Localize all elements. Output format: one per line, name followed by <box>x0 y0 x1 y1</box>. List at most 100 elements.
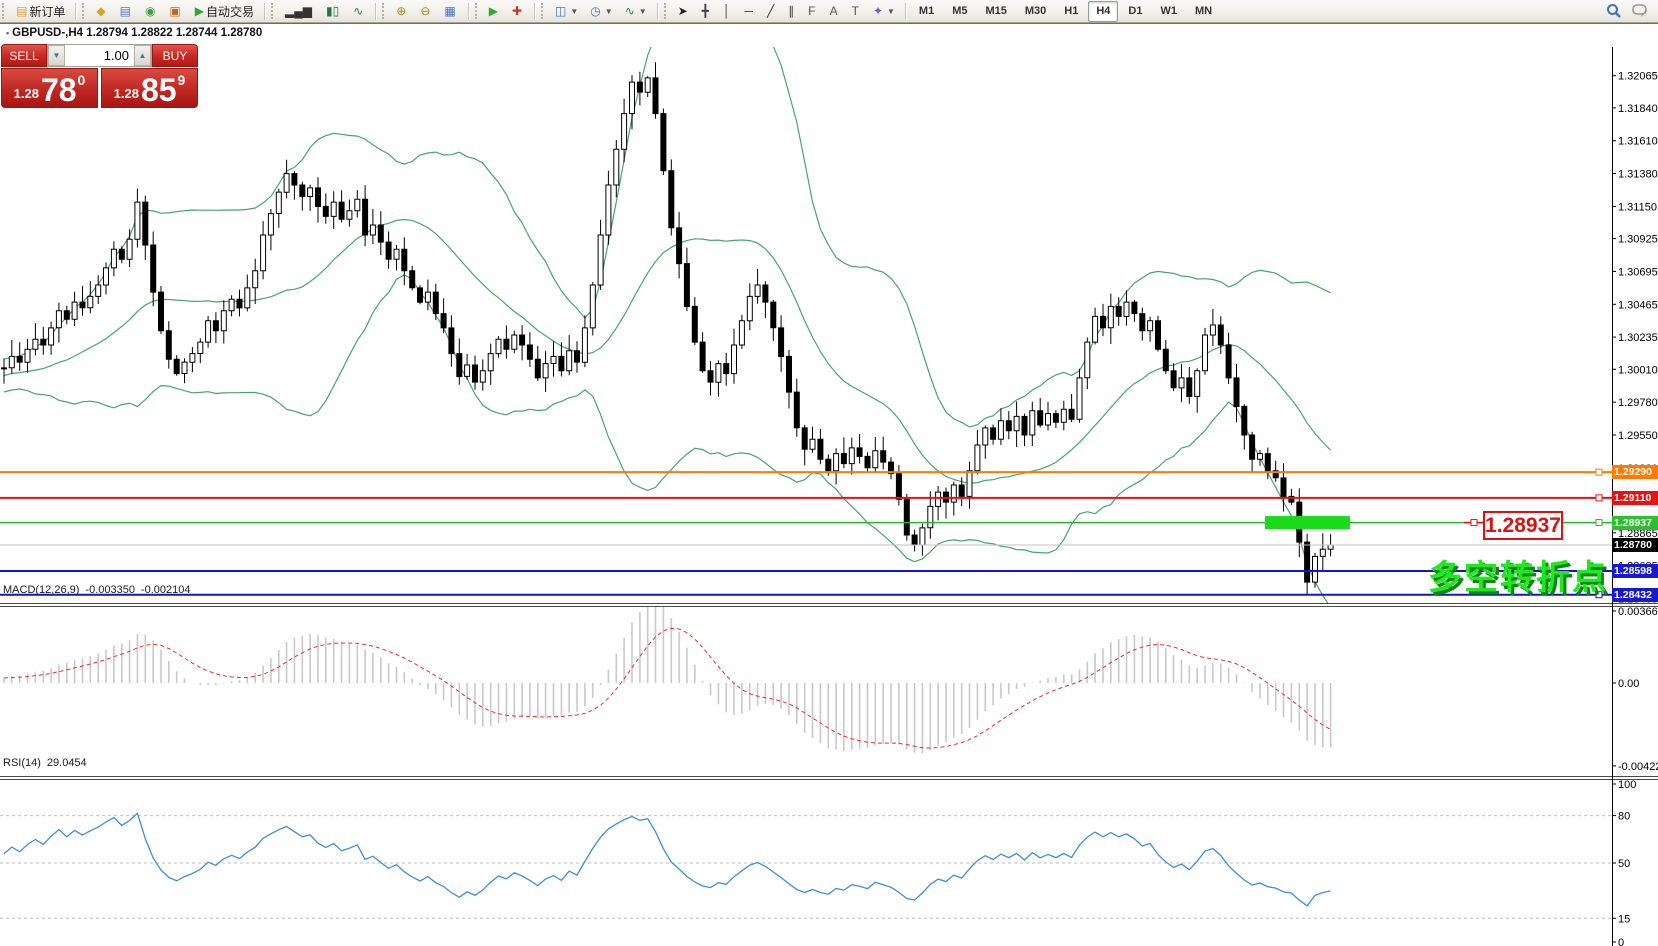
data-window-icon: ▤ <box>119 4 131 18</box>
bar-chart-mode-button[interactable]: ▂▄▆ <box>280 0 319 22</box>
chat-icon[interactable] <box>1632 3 1650 19</box>
price-callout-box[interactable]: 1.28937 <box>1483 511 1563 540</box>
ohlc-open: 1.28794 <box>86 27 128 39</box>
terminal-button[interactable]: ▣ <box>164 0 187 22</box>
profiles-button[interactable]: ◷ ▼ <box>585 0 617 22</box>
auto-scroll-button[interactable]: ▶ <box>484 0 505 22</box>
timeframe-m1-button[interactable]: M1 <box>918 5 935 17</box>
toolbar-grip <box>663 3 669 19</box>
zoom-in-button[interactable]: ⊕ <box>391 0 413 22</box>
price-tick-label: 1.31840 <box>1618 103 1658 115</box>
candlestick-mode-icon: ▮▯ <box>325 4 340 18</box>
chart-shift-icon: ✚ <box>511 4 523 18</box>
buy-button[interactable]: BUY <box>152 44 198 67</box>
line-anchor-1.29290[interactable] <box>1595 468 1603 476</box>
tile-windows-icon: ▦ <box>444 4 456 18</box>
macd-indicator-label: MACD(12,26,9) -0.003350 -0.002104 <box>3 584 191 596</box>
toolbar-separator <box>534 2 536 20</box>
line-anchor-1.28937[interactable] <box>1595 519 1603 527</box>
toolbar-grip <box>474 3 480 19</box>
autotrading-button[interactable]: ▶ 自动交易 <box>190 0 259 22</box>
market-watch-button[interactable]: ◆ <box>91 0 112 22</box>
rsi-pane <box>0 812 1612 919</box>
main-pane <box>1 47 1334 603</box>
buy-price-display[interactable]: 1.28 85 9 <box>101 68 198 108</box>
sell-price-display[interactable]: 1.28 78 0 <box>1 68 98 108</box>
caret-down-icon: ▼ <box>52 51 61 60</box>
line-anchor-1.29110[interactable] <box>1595 494 1603 502</box>
caret-up-icon: ▲ <box>138 51 147 60</box>
cursor-tool-button[interactable]: ➤ <box>673 0 695 22</box>
sell-price-pip: 0 <box>77 72 86 88</box>
toolbar-grip <box>271 3 276 19</box>
text-tool-icon: A <box>829 4 838 18</box>
toolbar-grip <box>2 3 7 19</box>
toolbar-separator <box>375 2 377 20</box>
chart-shift-button[interactable]: ✚ <box>507 0 529 22</box>
green-highlight-rectangle[interactable] <box>1265 516 1350 530</box>
timeframe-w1-button[interactable]: W1 <box>1160 5 1177 17</box>
timeframe-h4-button[interactable]: H4 <box>1088 0 1119 22</box>
price-tag-1.29290: 1.29290 <box>1612 465 1658 480</box>
timeframe-mn-button[interactable]: MN <box>1194 5 1213 17</box>
collapse-marker-icon: • <box>6 28 10 38</box>
toolbar-separator <box>656 2 658 20</box>
timeframe-m30-button[interactable]: M30 <box>1024 5 1047 17</box>
horizontal-line-tool-button[interactable]: ─ <box>739 0 760 22</box>
dropdown-caret-icon: ▼ <box>638 6 647 16</box>
timeframe-d1-button[interactable]: D1 <box>1128 5 1143 17</box>
price-chart-canvas[interactable]: 1.32065 1.31840 1.31610 1.31380 1.31150 1.309… <box>0 23 1658 946</box>
search-icon[interactable] <box>1606 3 1622 19</box>
toolbar-grip <box>382 3 387 19</box>
navigator-button[interactable]: ◉ <box>140 0 162 22</box>
objects-menu-button[interactable]: ✦ ▼ <box>868 0 900 22</box>
timeframe-h1-button[interactable]: H1 <box>1064 5 1079 17</box>
volume-increase-button[interactable]: ▲ <box>134 45 151 66</box>
line-chart-mode-button[interactable]: ∿ <box>348 0 370 22</box>
toolbar: ▤ 新订单 ◆ ▤ ◉ ▣ ▶ 自动交易 ▂▄▆ ▮▯ ∿ ⊕ ⊖ ▦ ▶ ✚ ◫ ▼ ◷ ▼ ∿ ▼ ➤ ╋ │ ─ ╱ ∥ F A T ✦… <box>0 0 1658 23</box>
price-tick-label: 1.30235 <box>1618 332 1658 344</box>
zoom-out-button[interactable]: ⊖ <box>415 0 437 22</box>
tile-windows-button[interactable]: ▦ <box>439 0 462 22</box>
rsi-tick-label: 80 <box>1618 811 1630 823</box>
channel-tool-button[interactable]: ∥ <box>783 0 801 22</box>
volume-input[interactable] <box>65 45 134 66</box>
indicators-window-button[interactable]: ∿ ▼ <box>620 0 652 22</box>
vertical-line-tool-button[interactable]: │ <box>718 0 738 22</box>
toolbar-grip <box>82 3 87 19</box>
candlestick-mode-button[interactable]: ▮▯ <box>321 0 346 22</box>
new-order-button[interactable]: ▤ 新订单 <box>11 0 70 22</box>
sell-button[interactable]: SELL <box>1 44 47 67</box>
trendline-tool-button[interactable]: ╱ <box>762 0 781 22</box>
text-label-tool-icon: T <box>851 4 859 18</box>
rsi-indicator-label: RSI(14) 29.0454 <box>3 757 87 769</box>
timeframe-m5-button[interactable]: M5 <box>952 5 968 17</box>
callout-anchor[interactable] <box>1470 519 1478 527</box>
chinese-annotation-text[interactable]: 多空转折点 <box>1428 559 1608 597</box>
line-anchor-1.28598[interactable] <box>1595 567 1603 575</box>
text-tool-button[interactable]: A <box>825 0 845 22</box>
autotrading-button-label: 自动交易 <box>206 4 255 19</box>
data-window-button[interactable]: ▤ <box>115 0 138 22</box>
channel-tool-icon: ∥ <box>788 4 795 18</box>
line-anchor-1.28432[interactable] <box>1595 591 1603 599</box>
timeframe-m15-button[interactable]: M15 <box>985 5 1007 17</box>
fibonacci-tool-button[interactable]: F <box>803 0 822 22</box>
buy-price-prefix: 1.28 <box>113 86 139 101</box>
toolbar-separator <box>467 2 469 20</box>
chart-symbol-info: • GBPUSD-,H4 1.28794 1.28822 1.28744 1.28… <box>6 27 262 39</box>
navigator-icon: ◉ <box>144 4 156 18</box>
price-tick-label: 1.28865 <box>1618 528 1658 540</box>
horizontal-line-tool-icon: ─ <box>744 4 753 18</box>
text-label-tool-button[interactable]: T <box>847 0 866 22</box>
rsi-tick-label: 15 <box>1618 913 1630 925</box>
toolbar-right <box>1606 3 1658 19</box>
sell-price-big: 78 <box>40 72 77 108</box>
crosshair-tool-button[interactable]: ╋ <box>697 0 716 22</box>
volume-decrease-button[interactable]: ▼ <box>48 45 65 66</box>
new-chart-button[interactable]: ◫ ▼ <box>550 0 583 22</box>
fibonacci-tool-icon: F <box>808 4 816 18</box>
chart-window[interactable]: 1.32065 1.31840 1.31610 1.31380 1.31150 1.309… <box>0 23 1658 946</box>
price-tag-1.28937: 1.28937 <box>1612 515 1658 530</box>
